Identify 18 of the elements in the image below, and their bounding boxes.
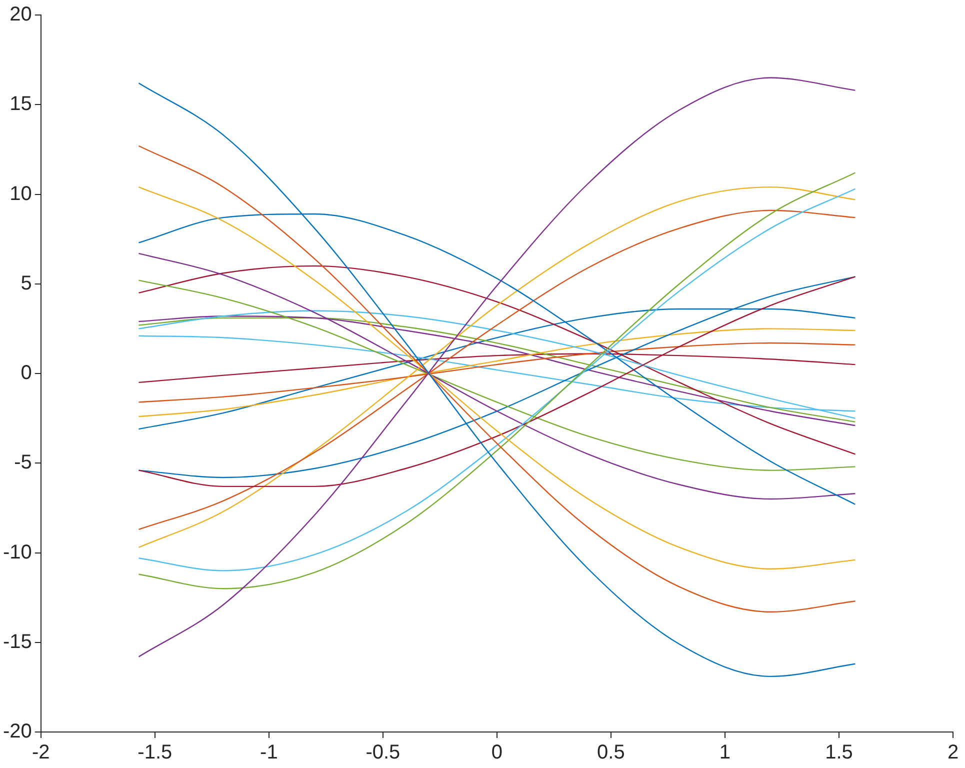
y-tick-label: 5 (20, 272, 32, 294)
x-tick-label: -2 (32, 742, 50, 764)
y-tick-label: -10 (3, 541, 32, 564)
x-tick-label: 0.5 (597, 742, 625, 764)
y-tick-label: -5 (14, 452, 32, 474)
x-tick-label: 0 (491, 742, 503, 764)
y-tick-label: 10 (10, 182, 32, 205)
y-tick-label: 0 (20, 362, 32, 384)
x-tick-label: 1.5 (825, 742, 853, 764)
y-tick-label: 15 (10, 93, 32, 116)
y-tick-label: -20 (3, 720, 32, 743)
x-tick-label: -1 (260, 742, 278, 764)
x-tick-label: -0.5 (366, 742, 400, 764)
x-tick-label: 1 (719, 742, 731, 764)
x-tick-label: -1.5 (138, 742, 172, 764)
y-tick-label: -15 (3, 630, 32, 653)
x-tick-label: 2 (947, 742, 959, 764)
y-tick-label: 20 (10, 4, 32, 26)
